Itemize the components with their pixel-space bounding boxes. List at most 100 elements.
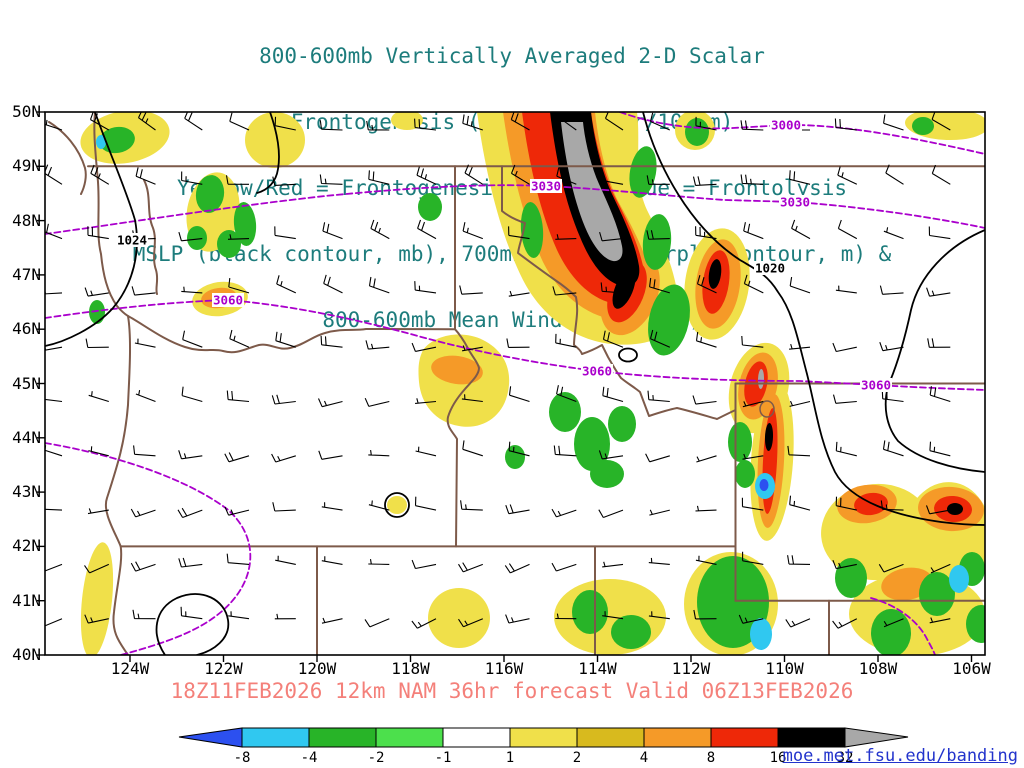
border-or-id (446, 328, 480, 548)
lon-tick-label: 112W (671, 659, 711, 678)
wind-barb (602, 330, 624, 348)
wind-barb (276, 275, 297, 294)
rect-graphic (530, 179, 562, 193)
ellipse-graphic (629, 146, 657, 198)
lat-tick-label: 42N (12, 536, 41, 556)
contour-labels: 1024 1020 3000 3030 3030 3060 3060 3060 (116, 118, 892, 393)
wind-barb (789, 343, 811, 350)
rect-graphic (754, 261, 786, 275)
wind-barb (138, 112, 156, 131)
wind-barb (879, 285, 904, 295)
wind-barb (274, 116, 296, 131)
wind-barb (837, 219, 858, 240)
ellipse-graphic (505, 445, 525, 469)
wind-barb (832, 618, 858, 629)
colorbar-segment-0 (241, 727, 310, 748)
wind-barb (368, 559, 390, 565)
wind-barb (743, 222, 764, 240)
colorbar-tick-label: 16 (770, 750, 787, 766)
wind-barb (228, 611, 250, 620)
wind-barb (787, 555, 811, 565)
wind-barb (178, 450, 203, 460)
contour-label-3060: 3060 (213, 293, 243, 308)
colorbar-tick-label: 1 (506, 750, 514, 766)
lon-tick-label: 120W (297, 659, 337, 678)
wind-barb (224, 506, 250, 516)
wind-barb (602, 561, 624, 568)
wind-barb (271, 394, 296, 405)
wind-barb (415, 446, 437, 457)
wind-barb (45, 398, 63, 403)
wind-barb (274, 613, 296, 620)
ellipse-graphic (590, 460, 624, 488)
ellipse-graphic (612, 269, 636, 309)
wind-barb (364, 397, 390, 407)
wind-barb (602, 386, 624, 403)
colorbar-segment-1 (308, 727, 377, 748)
mslp-contour-1020 (642, 112, 985, 526)
ellipse-graphic (912, 117, 934, 135)
wind-barb (414, 281, 437, 294)
colorbar: -8 -4 -2 -1 1 2 4 8 16 32 (178, 727, 909, 766)
contour-label-3000: 3000 (771, 118, 801, 133)
wind-barb (927, 338, 951, 348)
wind-barb (130, 561, 156, 572)
wind-barb (882, 440, 904, 457)
colorbar-tick-label: -1 (435, 750, 452, 766)
ellipse-graphic (572, 590, 608, 634)
site-link[interactable]: moe.met.fsu.edu/banding (782, 746, 1018, 766)
wind-barb (460, 500, 483, 511)
colorbar-tick-label: 2 (573, 750, 581, 766)
wind-barb (225, 175, 250, 185)
wind-barb (925, 505, 951, 515)
wind-barb (879, 342, 904, 352)
wind-barb (229, 112, 250, 131)
ellipse-graphic (428, 588, 490, 648)
colorbar-left-arrow (178, 727, 243, 748)
wind-barb (320, 335, 343, 348)
lon-tick-label: 122W (204, 659, 243, 678)
height-contour-se (870, 597, 936, 655)
ellipse-graphic (80, 542, 114, 655)
wind-barb (646, 175, 670, 185)
wind-barb (600, 282, 624, 294)
rect-graphic (212, 293, 244, 307)
wind-barb (370, 219, 390, 240)
wind-barb (696, 455, 717, 463)
ellipse-graphic (195, 175, 225, 213)
wind-barb (462, 440, 483, 457)
wind-barb (506, 338, 530, 348)
ellipse-graphic (685, 118, 709, 146)
wind-barb (132, 609, 156, 620)
map-frame (44, 111, 986, 656)
wind-barb (182, 330, 203, 348)
wind-barb (741, 335, 764, 348)
ellipse-graphic (89, 300, 105, 324)
colorbar-segment-5 (576, 727, 645, 748)
lat-tick-label: 40N (12, 645, 41, 664)
lat-tick-label: 46N (12, 319, 41, 339)
wind-barb (323, 274, 343, 294)
wind-barb (135, 390, 156, 403)
wind-barb (929, 386, 951, 403)
wind-barb (414, 496, 437, 511)
wind-barb (883, 114, 904, 131)
ellipse-graphic (750, 618, 772, 650)
wind-barb (458, 562, 483, 573)
ellipse-graphic (759, 479, 769, 491)
wind-barb (365, 340, 390, 350)
wind-barb (84, 563, 110, 574)
rect-graphic (116, 233, 148, 247)
ellipse-graphic (217, 230, 241, 258)
colorbar-tick-label: 8 (707, 750, 715, 766)
wind-barb (693, 609, 717, 620)
colorbar-tick-label: -4 (301, 750, 318, 766)
rect-graphic (779, 195, 811, 209)
wind-barb (551, 508, 577, 518)
wind-barb (885, 164, 904, 185)
mslp-contour-sw (155, 593, 230, 655)
wind-barb (177, 507, 203, 519)
colorbar-segment-6 (643, 727, 712, 748)
wind-barb (180, 606, 203, 620)
